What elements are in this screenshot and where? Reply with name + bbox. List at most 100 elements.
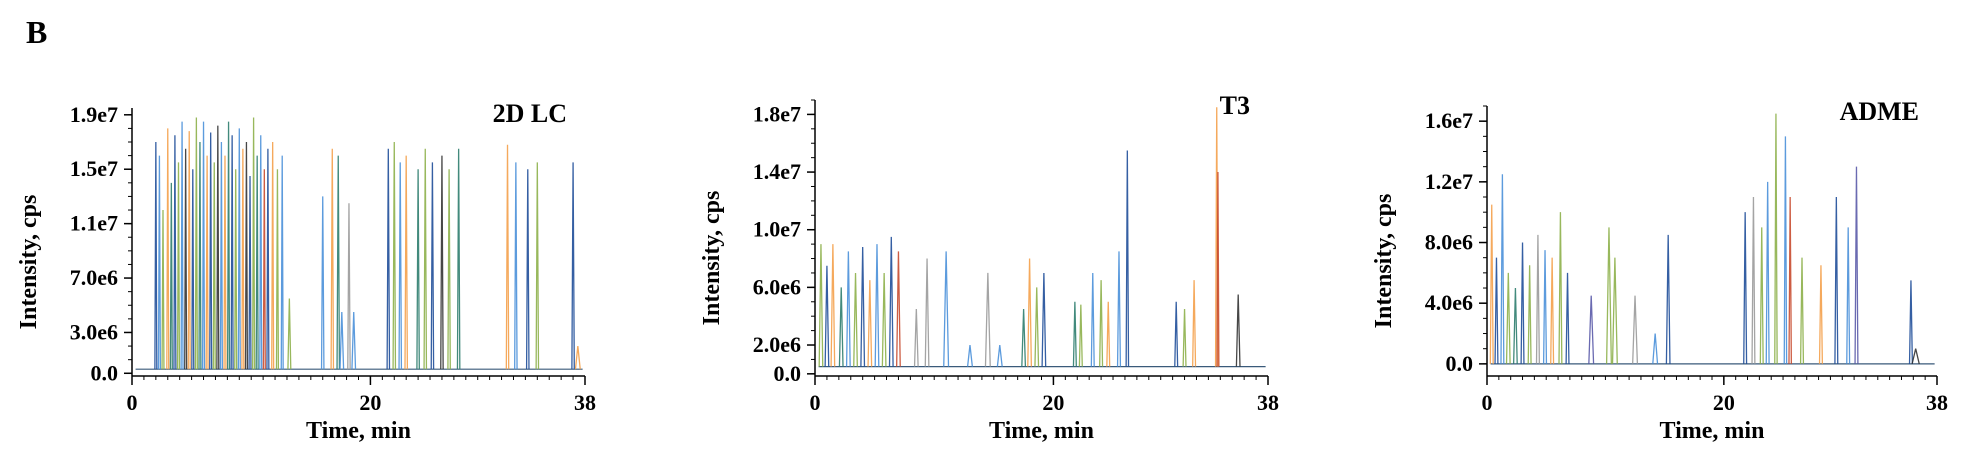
chromatogram-peak [234, 169, 238, 370]
chromatogram-peak [1759, 227, 1764, 364]
x-tick-label: 38 [1926, 390, 1948, 415]
y-tick-label: 0.0 [91, 360, 119, 385]
chromatogram-peak [1565, 272, 1570, 364]
chromatogram-peak [984, 272, 991, 367]
x-tick-label: 20 [359, 390, 381, 415]
y-axis-label: Intensity, cps [1371, 194, 1397, 329]
x-axis-label: Time, min [306, 418, 411, 444]
chromatogram-peak [169, 182, 173, 370]
chromatogram-peak [423, 148, 428, 370]
chromatogram-peak [1558, 212, 1563, 364]
chromatogram-peak [1192, 280, 1197, 367]
chromatogram-peak [1774, 113, 1778, 364]
chromatogram-peak [154, 142, 158, 370]
chromatogram-peak [943, 251, 950, 367]
chromatogram-peak [896, 251, 901, 367]
chromatogram-peak [1494, 257, 1499, 364]
chromatogram-peak [966, 344, 974, 367]
chromatogram-peak [1550, 257, 1555, 364]
chart-title: ADME [1840, 97, 1919, 126]
y-tick-label: 1.1e7 [70, 211, 118, 236]
chart-title: 2D LC [493, 99, 567, 128]
chromatogram-peak [1818, 265, 1824, 364]
y-tick-label: 3.0e6 [70, 319, 118, 344]
chromatogram-peak [161, 210, 165, 370]
chromatogram-peak [330, 148, 335, 370]
chromatogram-peak [867, 280, 873, 367]
chromatogram-peak [1078, 304, 1083, 367]
chromatogram-peak [838, 287, 844, 367]
chromatogram-peak [1834, 197, 1839, 364]
chromatogram-peak [1034, 287, 1040, 367]
chromatogram-peak [191, 169, 195, 370]
chromatogram-peak [514, 162, 518, 370]
chromatogram-peak [1182, 308, 1187, 367]
chromatogram-peak [881, 272, 887, 367]
y-tick-label: 0.0 [774, 361, 802, 386]
chromatogram-peak [176, 162, 181, 370]
chromatogram-peak [1489, 204, 1494, 364]
chromatogram-peak [1520, 242, 1525, 364]
chromatogram-peak [1535, 234, 1540, 364]
chromatogram-peak [255, 155, 259, 370]
chromatogram-peak [853, 272, 858, 367]
chromatogram-peak [398, 162, 403, 370]
chromatogram-peak [874, 244, 880, 367]
y-tick-label: 1.0e7 [753, 217, 801, 242]
chromatogram-peak [1125, 150, 1130, 367]
y-tick-label: 2.0e6 [753, 332, 801, 357]
chromatogram-peak [924, 258, 930, 367]
chromatogram-peak [1235, 294, 1241, 367]
panel-label: B [26, 14, 48, 50]
chromatogram-peak [913, 308, 919, 367]
y-tick-label: 1.4e7 [753, 159, 801, 184]
chromatogram-peak [571, 162, 575, 370]
x-tick-label: 0 [127, 390, 138, 415]
chromatogram-peak [525, 169, 530, 370]
chromatogram-peak [1846, 227, 1851, 364]
x-tick-label: 20 [1042, 390, 1064, 415]
chromatogram-peak [223, 155, 227, 370]
chromatogram-peak [1665, 234, 1671, 364]
chromatogram-peak [339, 312, 345, 370]
y-tick-label: 6.0e6 [753, 274, 801, 299]
x-tick-label: 38 [574, 390, 596, 415]
x-tick-label: 38 [1257, 390, 1279, 415]
chromatogram-peak [336, 155, 341, 370]
chromatogram-peak [1500, 174, 1505, 364]
chromatogram-peak [287, 298, 292, 370]
chromatogram-peak [1090, 272, 1095, 367]
chart-0: 0 20 38 0.0 3.0e6 7.0e6 1.1e7 1.5e7 1.9e7 Time, m… [16, 99, 596, 444]
chromatogram-peak [226, 121, 231, 370]
y-tick-label: 4.0e6 [1425, 290, 1473, 315]
chromatogram-peak [996, 344, 1003, 367]
chromatogram-peak [251, 117, 256, 370]
chromatogram-peak [1632, 295, 1639, 364]
chromatogram-peak [237, 128, 241, 370]
chromatogram-peak [1588, 295, 1595, 364]
chromatogram-peak [209, 132, 213, 370]
chromatogram-peak [1743, 212, 1748, 364]
chromatogram-peak [574, 346, 581, 370]
chromatogram-peak [1072, 301, 1077, 367]
chromatogram-peak [1527, 265, 1532, 364]
chromatogram-peak [1611, 257, 1618, 364]
chromatogram-peak [440, 155, 444, 370]
chart-title: T3 [1220, 91, 1250, 120]
chromatogram-peak [194, 117, 198, 370]
x-axis-label: Time, min [989, 418, 1094, 444]
chromatogram-peak [447, 169, 451, 370]
y-tick-label: 1.2e7 [1425, 169, 1473, 194]
chromatogram-peak [1908, 280, 1914, 364]
chromatogram-peak [201, 121, 206, 370]
chromatogram-peak [535, 162, 540, 370]
chromatogram-peak [259, 135, 263, 370]
chromatogram-peak [830, 244, 836, 367]
chromatogram-peak [824, 265, 830, 367]
chromatogram-peak [157, 155, 162, 370]
y-tick-label: 0.0 [1446, 351, 1474, 376]
chromatogram-peak [1505, 272, 1511, 364]
chromatogram-peak [212, 162, 216, 370]
chromatogram-peak [244, 142, 249, 370]
